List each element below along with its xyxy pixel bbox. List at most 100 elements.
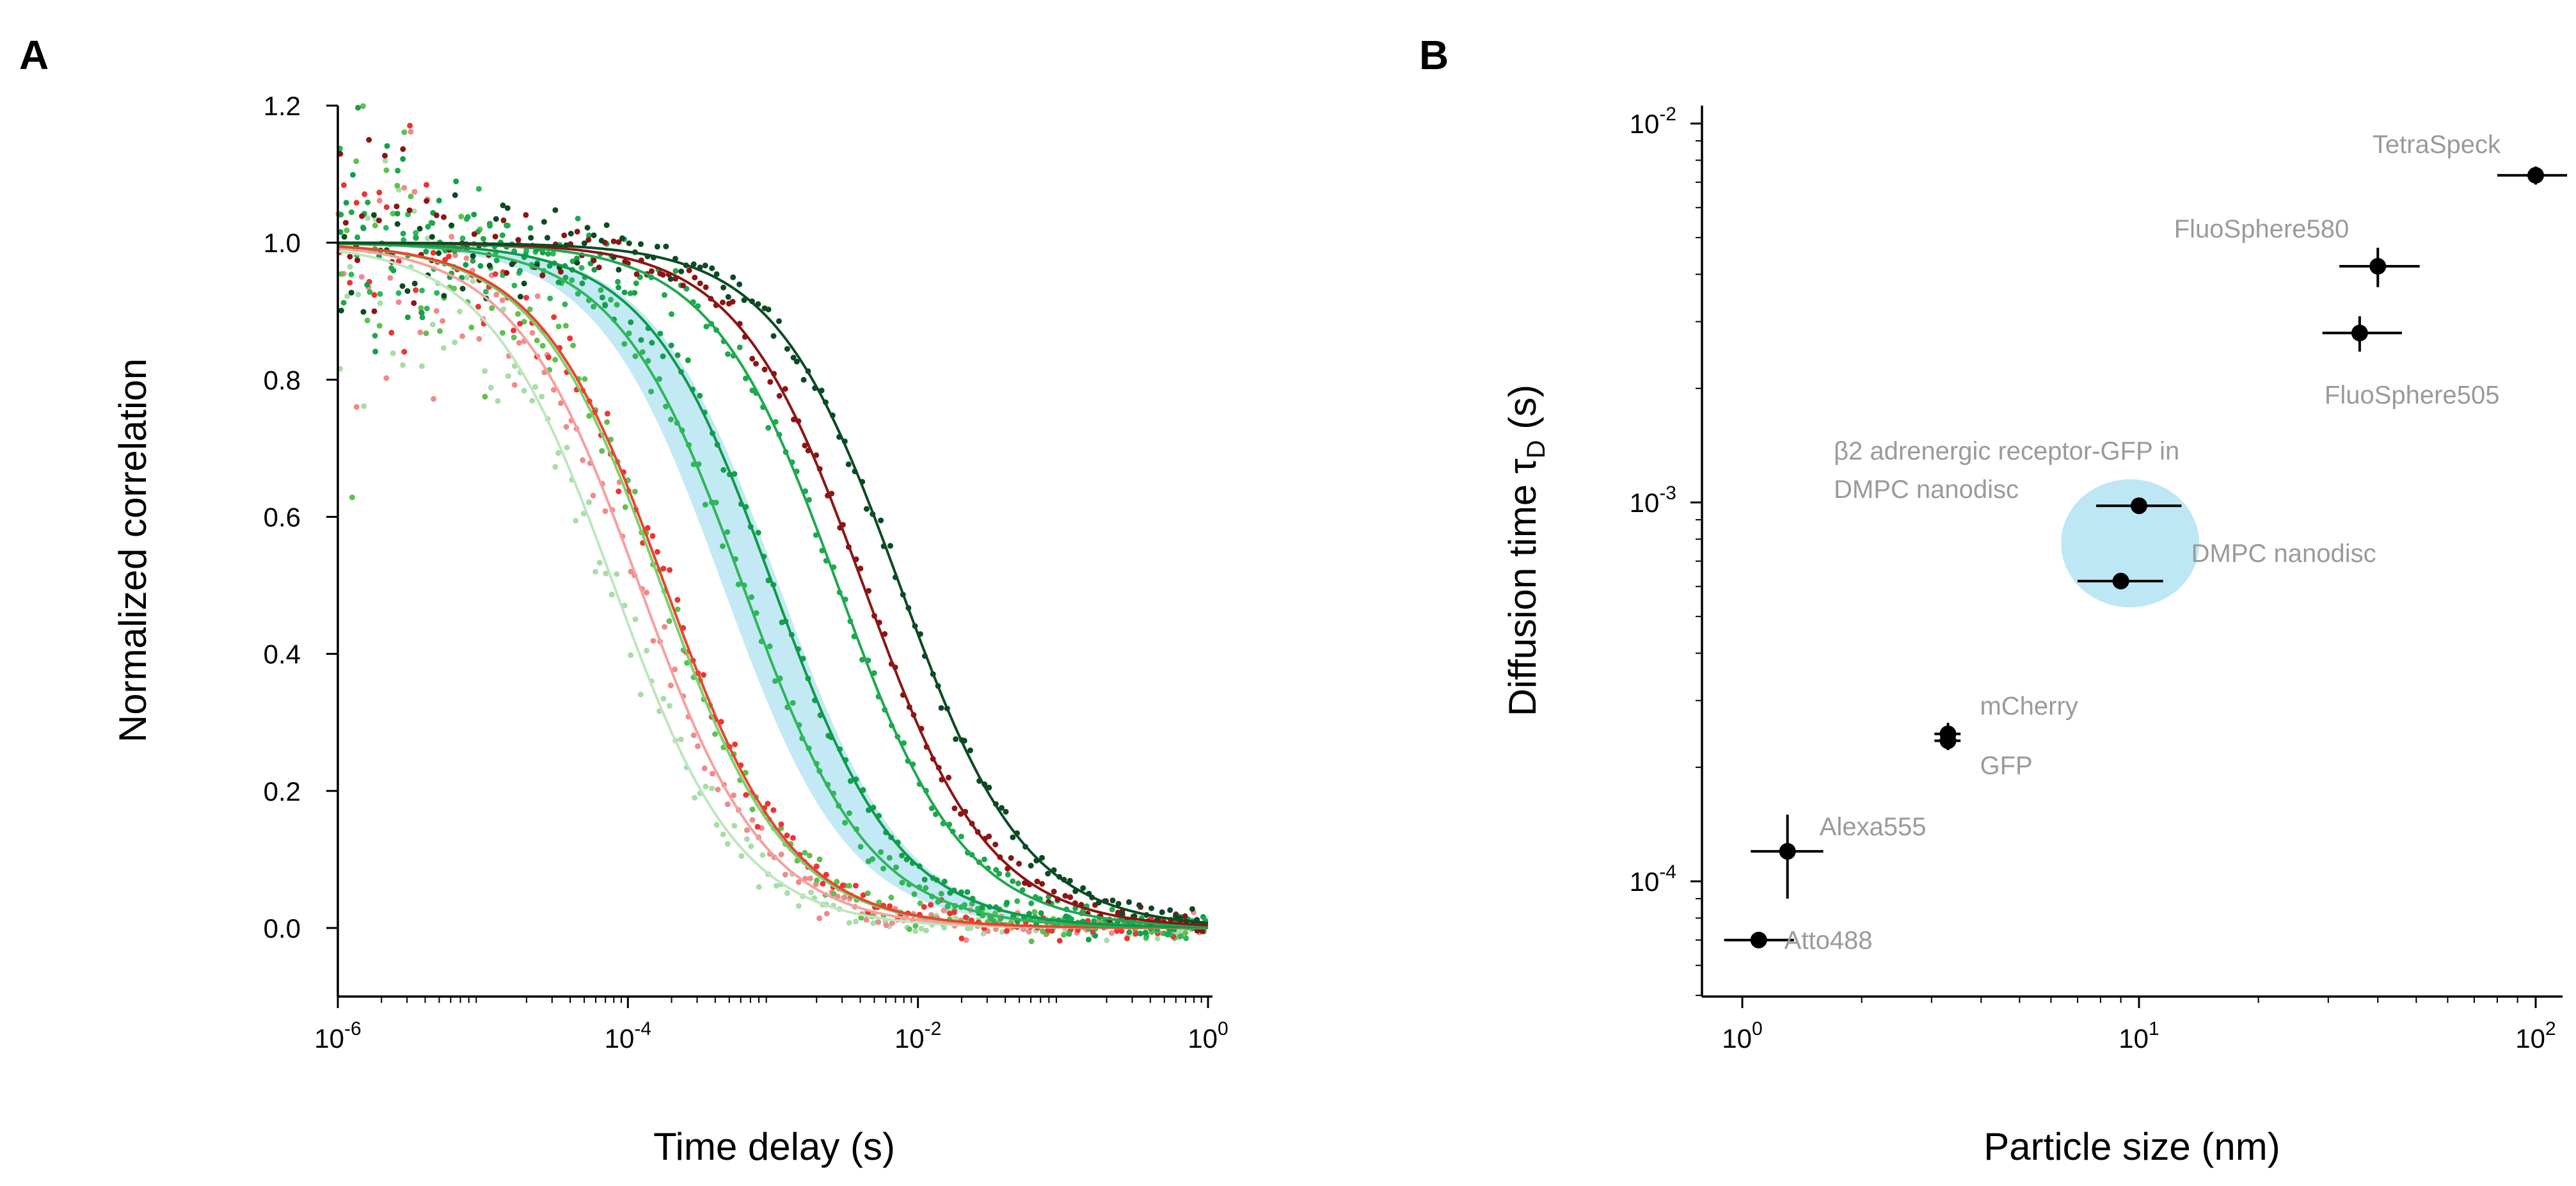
- panel-a-data-point: [834, 879, 840, 885]
- panel-b-y-tick-label: 10-4: [1630, 861, 1676, 897]
- panel-a-data-point: [570, 342, 576, 349]
- panel-a-data-point: [875, 919, 882, 926]
- panel-a-x-ticks: 10-6 10-4 10-2 100: [314, 997, 1228, 1054]
- panel-a-data-point: [464, 275, 470, 281]
- panel-a-data-point: [947, 910, 953, 917]
- panel-a-x-tick-label: 10-2: [894, 1018, 941, 1054]
- panel-b-point-label: FluoSphere505: [2325, 381, 2500, 409]
- panel-a-data-point: [633, 280, 639, 287]
- panel-a-data-point: [802, 849, 808, 856]
- panel-a-data-point: [532, 384, 539, 390]
- panel-a-data-point: [465, 214, 471, 220]
- panel-a-data-point: [656, 376, 662, 382]
- panel-a-data-point: [449, 222, 455, 228]
- panel-b-y-axis-title-sub: D: [1522, 440, 1550, 459]
- panel-a-data-point: [353, 200, 360, 206]
- panel-a-data-point: [539, 394, 545, 400]
- panel-a-data-point: [471, 211, 477, 218]
- panel-b-point-label: FluoSphere580: [2174, 215, 2349, 243]
- tick-base: 10: [314, 1023, 344, 1054]
- panel-a-data-point: [411, 280, 418, 287]
- panel-a-y-tick-label: 1.0: [264, 228, 301, 258]
- panel-a-data-point: [790, 835, 796, 841]
- panel-a-data-point: [944, 903, 951, 910]
- panel-a-data-point: [923, 927, 929, 934]
- panel-a-data-point: [586, 499, 592, 506]
- panel-b-data-point: [1779, 843, 1796, 860]
- panel-a-data-point: [725, 294, 731, 300]
- panel-a-data-point: [996, 870, 1003, 877]
- panel-a-data-point: [986, 784, 992, 790]
- panel-a-data-point: [364, 317, 370, 324]
- panel-a-data-point: [463, 255, 470, 261]
- panel-a-data-point: [713, 822, 720, 828]
- panel-a-data-point: [1056, 938, 1063, 944]
- panel-a-data-point: [958, 811, 964, 817]
- panel-a-data-point: [395, 299, 402, 305]
- panel-a-data-point: [814, 877, 820, 883]
- panel-a-data-point: [666, 618, 672, 624]
- panel-a-data-point: [1085, 936, 1092, 943]
- panel-a-data-point: [644, 648, 650, 654]
- panel-a-data-point: [592, 568, 599, 575]
- panel-a-data-point: [441, 292, 447, 299]
- panel-a-data-point: [591, 257, 597, 264]
- panel-a-data-point: [808, 889, 815, 895]
- panel-a-data-point: [842, 820, 848, 826]
- panel-a-data-point: [492, 271, 498, 277]
- panel-a-data-point: [756, 884, 762, 890]
- panel-a-data-point: [417, 329, 424, 335]
- panel-a-data-point: [1137, 931, 1143, 937]
- panel-a-data-point: [568, 230, 574, 237]
- panel-a-data-point: [1136, 902, 1142, 908]
- panel-a-data-point: [433, 308, 440, 314]
- panel-a-curves-layer: [337, 241, 1209, 929]
- panel-a-data-point: [493, 257, 500, 264]
- panel-a-data-point: [674, 597, 681, 603]
- panel-a-data-point: [847, 778, 854, 784]
- panel-a-data-point: [672, 666, 678, 673]
- panel-a-data-point: [729, 299, 736, 305]
- panel-a-data-point: [674, 352, 681, 358]
- panel-b-data-point-group: [1751, 814, 1824, 899]
- panel-a-data-point: [340, 300, 347, 306]
- panel-a-data-point: [376, 197, 383, 204]
- panel-a-data-point: [401, 237, 407, 243]
- panel-a-data-point: [790, 700, 796, 706]
- tick-exponent: -2: [925, 1018, 942, 1039]
- panel-a-data-point: [463, 262, 469, 268]
- tick-exponent: 0: [1752, 1018, 1763, 1039]
- panel-a-data-point: [429, 321, 436, 328]
- panel-a-data-point: [603, 222, 610, 228]
- panel-a-data-point: [360, 103, 366, 109]
- panel-a-data-point: [394, 182, 401, 189]
- panel-a-data-point: [539, 272, 546, 278]
- panel-a-data-point: [692, 794, 697, 801]
- panel-a-data-point: [695, 743, 701, 749]
- panel-a-data-point: [579, 280, 585, 287]
- panel-a-data-point: [770, 807, 777, 813]
- panel-a-data-point: [353, 404, 360, 410]
- panel-a-data-point: [668, 342, 674, 349]
- panel-a-data-point: [813, 863, 820, 870]
- panel-a-data-point: [724, 801, 731, 808]
- panel-a-data-point: [505, 373, 511, 380]
- panel-a-data-point: [1003, 808, 1009, 815]
- panel-a-data-point: [941, 925, 948, 931]
- panel-a-data-point: [372, 333, 378, 339]
- panel-b-point-label: Atto488: [1785, 927, 1873, 955]
- panel-a-data-point: [413, 230, 419, 236]
- panel-a-data-point: [411, 189, 418, 195]
- panel-a-data-point: [1026, 929, 1032, 935]
- panel-a-data-point: [761, 366, 768, 373]
- panel-b-y-axis-title-main: Diffusion time τ: [1501, 458, 1544, 716]
- panel-a-data-point: [376, 189, 383, 196]
- panel-a-data-point: [348, 271, 354, 278]
- panel-a-data-point: [906, 926, 912, 933]
- panel-a-data-point: [377, 291, 383, 297]
- panel-a-data-point: [660, 565, 667, 572]
- panel-a-data-point: [500, 217, 507, 223]
- tick-base: 10: [1630, 867, 1660, 897]
- panel-a-data-point: [880, 865, 886, 872]
